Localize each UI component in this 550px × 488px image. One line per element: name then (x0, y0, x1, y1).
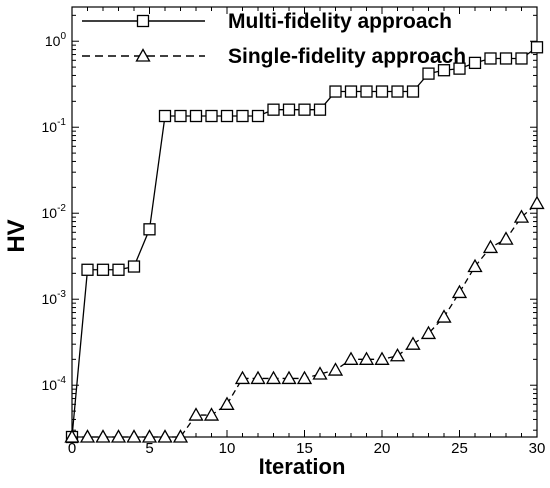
y-axis-label: HV (3, 219, 30, 252)
data-point (298, 103, 311, 116)
legend-marker (136, 14, 150, 28)
series-line (72, 202, 538, 438)
legend-label: Single-fidelity approach (228, 45, 466, 68)
data-point (406, 85, 420, 98)
data-point (437, 64, 451, 77)
x-axis-ticks: 0 5 10 15 20 25 30 (68, 7, 546, 457)
data-point (529, 195, 545, 210)
legend: Multi-fidelity approach Single-fidelity a… (82, 10, 466, 68)
data-point (436, 309, 452, 323)
data-point (157, 429, 173, 443)
data-point (172, 429, 189, 443)
data-point (360, 85, 373, 98)
data-point (64, 429, 80, 443)
data-point (375, 85, 389, 98)
y-tick-label: 100 (45, 31, 67, 49)
legend-label: Multi-fidelity approach (228, 10, 452, 33)
data-point (127, 260, 141, 273)
data-point (329, 85, 342, 98)
data-point (220, 109, 234, 123)
data-point (126, 429, 142, 443)
data-point (358, 351, 375, 365)
x-tick-label: 5 (145, 440, 153, 457)
data-point (391, 85, 404, 98)
data-point (251, 109, 265, 123)
y-tick-label: 10-1 (42, 117, 67, 135)
data-point (189, 109, 203, 123)
data-point (143, 223, 156, 236)
x-tick-label: 0 (68, 440, 76, 457)
x-tick-label: 10 (219, 440, 236, 457)
data-point (405, 336, 421, 350)
data-point (468, 56, 482, 70)
y-tick-label: 10-4 (42, 375, 67, 393)
data-point (95, 429, 111, 443)
data-point (498, 231, 514, 245)
data-point (236, 109, 249, 123)
data-point (451, 284, 468, 299)
series-1 (65, 41, 544, 444)
data-point (499, 52, 513, 65)
data-point (374, 351, 390, 365)
data-point (422, 67, 435, 80)
x-tick-label: 25 (451, 440, 468, 457)
data-point (281, 370, 297, 385)
data-point (453, 62, 466, 75)
data-point (513, 209, 530, 223)
data-point (110, 429, 127, 443)
data-point (484, 52, 497, 65)
data-point (343, 351, 359, 365)
data-point (112, 263, 125, 276)
y-tick-label: 10-3 (42, 289, 67, 307)
y-tick-label: 10-2 (42, 203, 67, 221)
data-point (389, 347, 406, 362)
data-point (96, 263, 110, 276)
data-point (174, 109, 187, 123)
data-point (79, 429, 96, 443)
data-point (205, 109, 218, 123)
data-point (282, 103, 296, 116)
series-2 (64, 195, 545, 443)
data-point (515, 52, 528, 65)
data-point (482, 239, 499, 254)
data-point (250, 370, 266, 385)
y-axis-ticks: 10-4 10-3 10-2 10-1 100 (42, 14, 537, 431)
data-point (203, 407, 220, 421)
data-point (81, 263, 94, 276)
data-point (344, 85, 358, 98)
x-axis-label: Iteration (259, 454, 346, 479)
data-point (467, 258, 483, 273)
series-layer (64, 41, 545, 444)
data-point (420, 325, 437, 340)
data-point (234, 370, 251, 385)
x-tick-label: 30 (529, 440, 546, 457)
data-point (312, 366, 328, 380)
data-point (313, 103, 327, 116)
x-tick-label: 15 (296, 440, 313, 457)
data-point (267, 103, 280, 116)
x-tick-label: 20 (374, 440, 391, 457)
data-point (158, 109, 172, 123)
data-point (219, 396, 235, 410)
data-point (327, 362, 344, 376)
legend-marker (135, 48, 151, 62)
data-point (265, 370, 282, 385)
data-point (188, 407, 204, 421)
data-point (296, 370, 313, 385)
data-point (530, 41, 544, 54)
data-point (141, 429, 158, 443)
